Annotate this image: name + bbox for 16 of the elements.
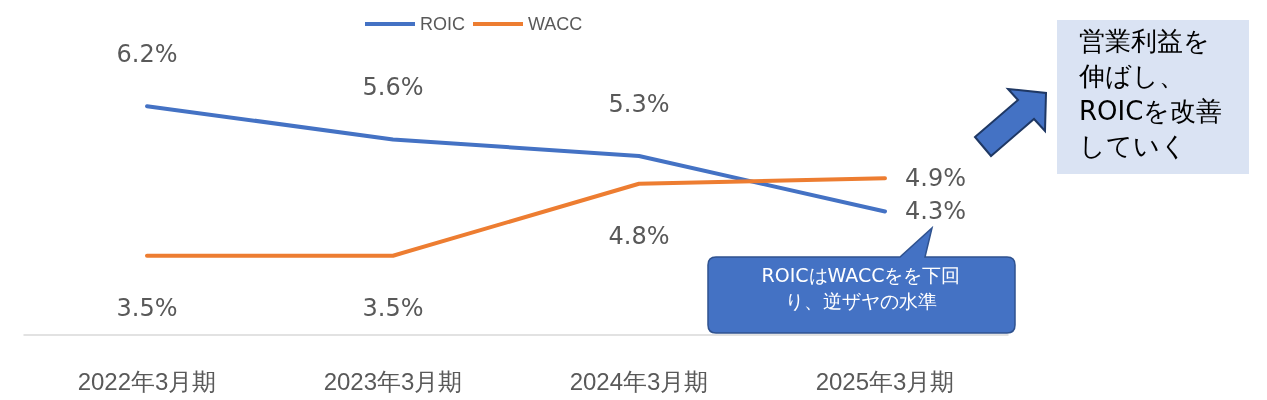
legend-label: ROIC: [420, 14, 465, 34]
data-label: 4.3%: [905, 197, 966, 226]
data-label: 6.2%: [116, 40, 178, 69]
x-tick-label: 2022年3月期: [77, 367, 217, 395]
text: 営業利益を伸ばし、ROICを改善していく: [1057, 20, 1249, 174]
x-tick-label: 2024年3月期: [569, 367, 709, 395]
data-label: 3.5%: [362, 293, 424, 322]
x-tick-label: 2025年3月期: [815, 367, 955, 395]
data-label: 5.3%: [608, 90, 670, 119]
legend-label: WACC: [528, 14, 583, 34]
data-label: 3.5%: [116, 293, 178, 322]
data-label: 5.6%: [362, 73, 424, 102]
data-label: 4.9%: [905, 164, 966, 193]
data-label: 4.8%: [608, 221, 670, 250]
text: ROICはWACCをを下回り、逆ザヤの水準: [760, 263, 962, 314]
x-tick-label: 2023年3月期: [323, 367, 463, 395]
